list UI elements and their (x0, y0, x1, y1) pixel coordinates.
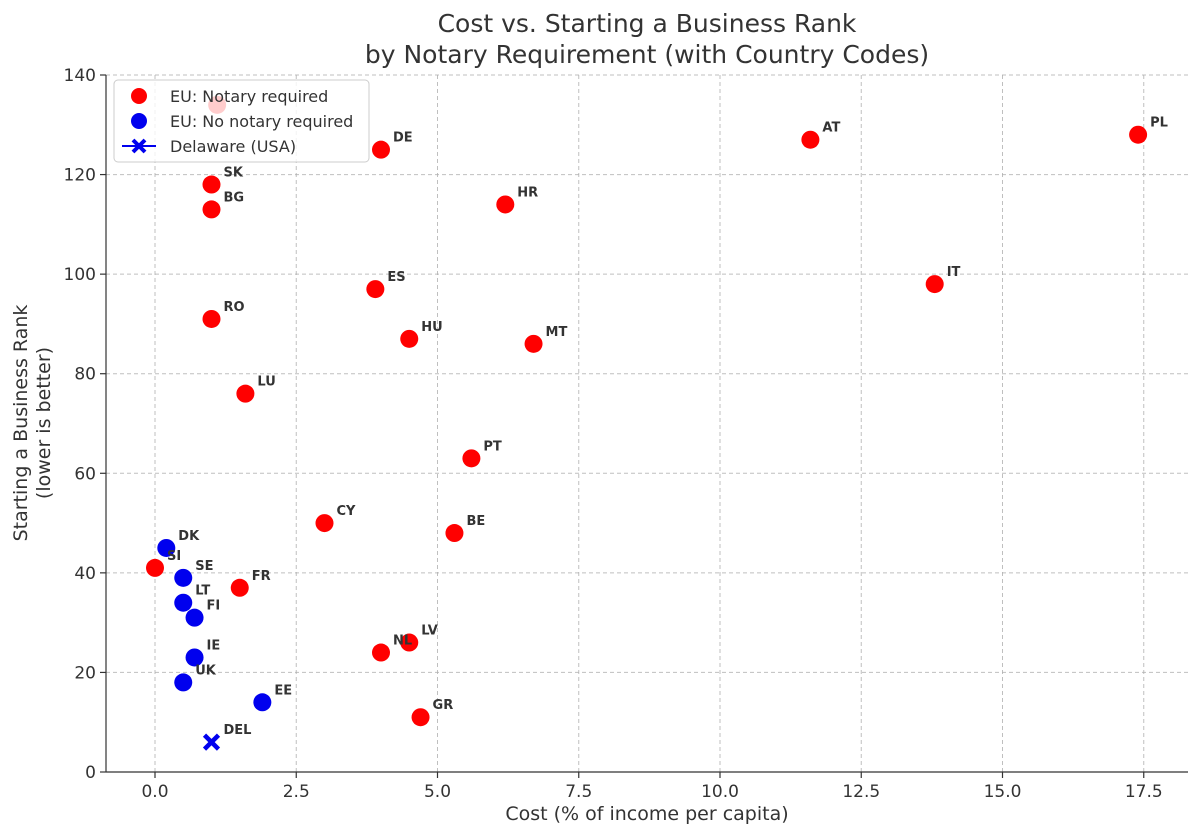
point-label-lu: LU (257, 375, 275, 390)
axes (105, 75, 1188, 773)
y-axis-label-line-1: Starting a Business Rank (10, 305, 32, 542)
point-label-be: BE (466, 514, 485, 529)
grid-lines (106, 74, 1188, 773)
data-point-ee (253, 693, 272, 712)
legend-label-no-notary: EU: No notary required (170, 112, 353, 131)
data-point-hu (400, 329, 419, 348)
x-tick-label: 12.5 (842, 782, 880, 802)
data-point-uk (174, 673, 193, 692)
point-label-at: AT (822, 121, 840, 136)
point-label-lv: LV (421, 624, 438, 639)
data-point-lt (174, 593, 193, 612)
point-label-gr: GR (433, 698, 454, 713)
data-point-mt (524, 334, 543, 353)
data-point-fr (230, 578, 249, 597)
point-label-hr: HR (517, 185, 538, 200)
point-labels: RO SK BG LU FR SI CY DE ES HU NL LV GR BE PT HR MT AT IT PL… (167, 116, 1168, 738)
legend-box (113, 79, 370, 163)
x-tick-label: 5.0 (424, 782, 451, 802)
chart-title-line-1: Cost vs. Starting a Business Rank (438, 9, 857, 38)
point-label-ie: IE (207, 638, 221, 653)
y-tick-label: 100 (64, 265, 96, 285)
data-point-ro (202, 309, 221, 328)
data-point-gr (411, 708, 430, 727)
point-label-pl: PL (1150, 116, 1168, 131)
point-label-se: SE (195, 559, 213, 574)
point-label-si: SI (167, 549, 181, 564)
legend-marker-notary (131, 88, 147, 104)
y-tick-label: 140 (64, 66, 96, 86)
x-tick-label: 10.0 (701, 782, 739, 802)
point-label-nl: NL (393, 634, 412, 649)
data-point-bg (202, 200, 221, 219)
point-label-ro: RO (224, 300, 245, 315)
point-label-mt: MT (546, 325, 568, 340)
y-tick-label: 60 (74, 464, 96, 484)
data-point-nl (372, 643, 390, 662)
point-label-es: ES (387, 270, 405, 285)
data-point-sk (202, 175, 221, 194)
data-point-se (174, 568, 193, 587)
x-axis-ticks: 0.0 2.5 5.0 7.5 10.0 12.5 15.0 17.5 (141, 772, 1163, 802)
data-point-lu (236, 384, 255, 403)
legend-marker-no-notary (131, 113, 147, 129)
point-label-bg: BG (224, 190, 245, 205)
point-label-del: DEL (224, 723, 252, 738)
y-axis-ticks: 0 20 40 60 80 100 120 140 (64, 66, 106, 783)
x-axis-label: Cost (% of income per capita) (505, 803, 788, 825)
point-label-sk: SK (224, 166, 244, 181)
x-tick-label: 7.5 (565, 782, 592, 802)
chart-title-line-2: by Notary Requirement (with Country Code… (365, 40, 929, 69)
point-label-lt: LT (195, 584, 210, 599)
data-point-de (372, 140, 390, 159)
point-label-fr: FR (252, 569, 271, 584)
point-label-de: DE (393, 131, 413, 146)
x-tick-label: 15.0 (984, 782, 1022, 802)
data-point-pt (462, 449, 481, 468)
y-tick-label: 120 (64, 166, 96, 186)
point-label-hu: HU (421, 320, 442, 335)
x-tick-label: 17.5 (1125, 782, 1163, 802)
data-point-at (801, 130, 820, 149)
legend-label-delaware: Delaware (USA) (170, 137, 296, 156)
data-point-fi (185, 608, 204, 627)
data-point-it (925, 275, 944, 294)
point-label-ee: EE (274, 683, 292, 698)
data-points (146, 95, 1148, 751)
legend-marker-delaware (131, 138, 147, 154)
y-tick-label: 40 (74, 564, 96, 584)
data-point-be (445, 524, 464, 543)
y-tick-label: 80 (74, 365, 96, 385)
y-axis-label-line-2: (lower is better) (33, 347, 55, 499)
point-label-pt: PT (483, 439, 502, 454)
point-label-uk: UK (195, 663, 217, 678)
point-label-fi: FI (207, 599, 221, 614)
data-point-ie (185, 648, 204, 667)
x-tick-label: 2.5 (283, 782, 310, 802)
point-label-cy: CY (337, 504, 357, 519)
data-point-lv (400, 633, 419, 652)
x-tick-label: 0.0 (141, 782, 168, 802)
data-point-si (146, 558, 164, 577)
y-tick-label: 0 (85, 763, 96, 783)
data-point-cy (315, 514, 334, 533)
legend: EU: Notary required EU: No notary requir… (113, 79, 370, 163)
data-point-pl (1129, 125, 1148, 144)
point-label-dk: DK (178, 529, 200, 544)
data-point-dk (157, 538, 176, 557)
point-label-it: IT (947, 265, 961, 280)
data-point-es (366, 280, 385, 299)
data-point-del (202, 733, 221, 751)
data-point-hr (496, 195, 515, 214)
y-tick-label: 20 (74, 663, 96, 683)
legend-label-notary: EU: Notary required (170, 87, 328, 106)
